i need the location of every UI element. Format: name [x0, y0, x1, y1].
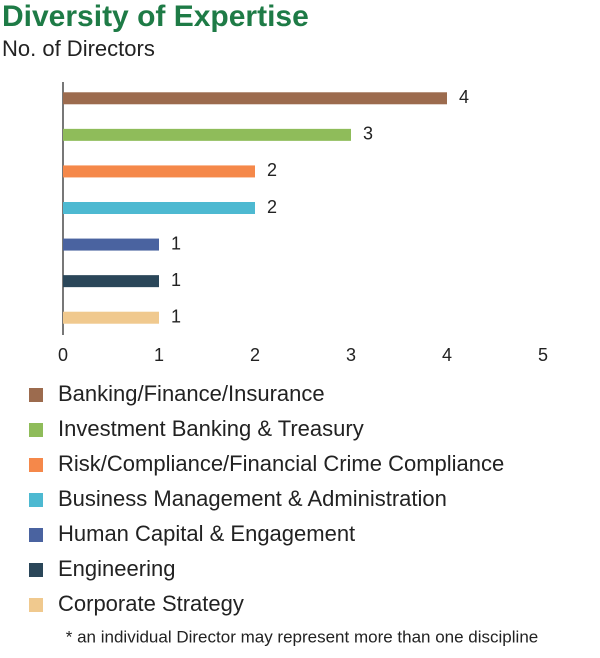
legend-swatch [29, 598, 43, 612]
value-label: 1 [171, 306, 181, 326]
legend-label: Banking/Finance/Insurance [58, 381, 325, 406]
legend-swatch [29, 563, 43, 577]
value-label: 4 [459, 87, 469, 107]
x-tick-label: 0 [58, 345, 68, 365]
legend-label: Business Management & Administration [58, 486, 447, 511]
x-tick-label: 1 [154, 345, 164, 365]
legend-label: Human Capital & Engagement [58, 521, 355, 546]
bar [63, 275, 159, 288]
bar [63, 238, 159, 251]
legend-swatch [29, 423, 43, 437]
legend-label: Engineering [58, 556, 175, 581]
bar [63, 92, 447, 105]
legend-swatch [29, 388, 43, 402]
legend-label: Risk/Compliance/Financial Crime Complian… [58, 451, 504, 476]
bar [63, 202, 255, 214]
bar [63, 128, 351, 141]
x-tick-label: 3 [346, 345, 356, 365]
chart-subtitle: No. of Directors [2, 36, 155, 61]
legend-swatch [29, 528, 43, 542]
legend-label: Investment Banking & Treasury [58, 416, 364, 441]
value-label: 2 [267, 197, 277, 217]
value-label: 2 [267, 160, 277, 180]
legend-swatch [29, 493, 43, 507]
chart-title: Diversity of Expertise [2, 0, 309, 33]
legend-label: Corporate Strategy [58, 591, 244, 616]
x-tick-label: 2 [250, 345, 260, 365]
value-label: 3 [363, 124, 373, 144]
footnote: * an individual Director may represent m… [66, 627, 538, 646]
value-label: 1 [171, 233, 181, 253]
bar [63, 311, 159, 324]
x-tick-label: 5 [538, 345, 548, 365]
bar [63, 165, 255, 178]
x-tick-label: 4 [442, 345, 452, 365]
legend-swatch [29, 458, 43, 472]
value-label: 1 [171, 270, 181, 290]
